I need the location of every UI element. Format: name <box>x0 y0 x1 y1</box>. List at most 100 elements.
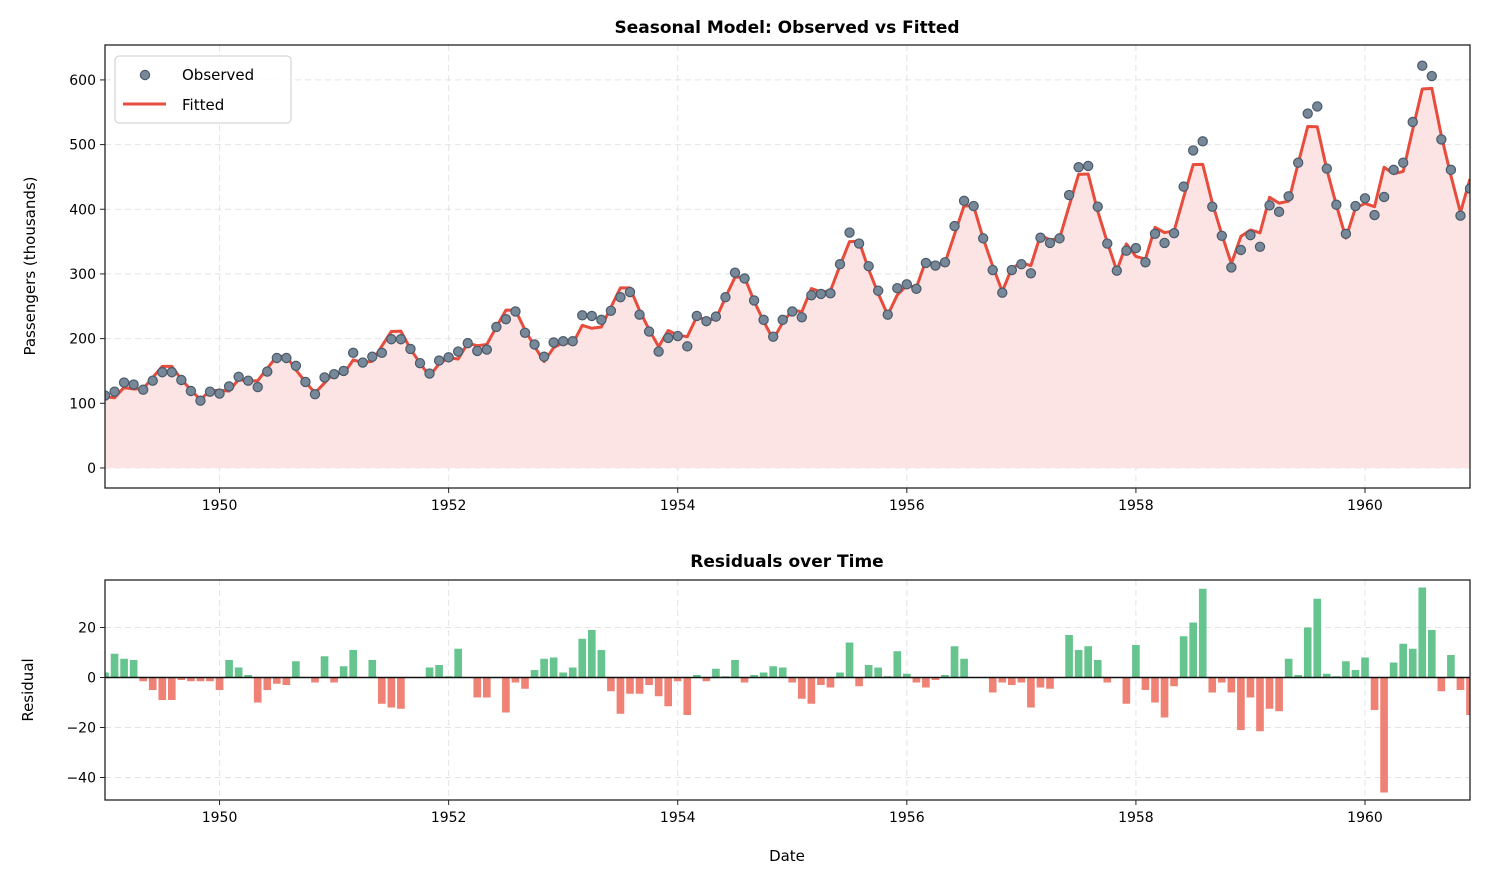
y-tick-label: 200 <box>69 332 96 348</box>
residual-bar <box>607 677 615 692</box>
residual-bar <box>148 677 157 690</box>
legend-observed-marker <box>139 69 151 81</box>
residual-bar <box>1342 661 1350 678</box>
residual-bar <box>1189 622 1197 678</box>
residual-bar <box>864 665 873 678</box>
observed-point <box>1187 145 1199 156</box>
observed-point <box>1025 268 1037 279</box>
residual-bar <box>234 667 243 678</box>
observed-point <box>1073 162 1084 173</box>
observed-point <box>1140 257 1151 268</box>
residual-bar <box>960 658 968 678</box>
plot-area <box>105 60 1470 468</box>
observed-point <box>519 327 531 338</box>
observed-point <box>147 375 158 386</box>
observed-point <box>472 345 483 357</box>
observed-point <box>1130 242 1142 254</box>
residual-bar <box>626 677 634 694</box>
observed-point <box>376 347 388 359</box>
observed-point <box>357 357 368 368</box>
observed-point <box>214 388 225 399</box>
observed-point <box>1388 164 1399 176</box>
residual-bar <box>1256 677 1264 732</box>
residual-bar <box>206 677 214 682</box>
observed-point <box>1235 244 1247 256</box>
observed-point <box>1350 200 1361 212</box>
y-tick-label: 0 <box>87 671 96 687</box>
top-plot-frame <box>104 44 1471 489</box>
residual-bar <box>263 677 272 690</box>
observed-point <box>1006 264 1018 276</box>
observed-point <box>433 355 445 366</box>
residual-bar <box>540 658 548 678</box>
x-tick-label: 1960 <box>1347 498 1383 514</box>
observed-point <box>481 344 493 355</box>
observed-point <box>777 314 788 326</box>
grid <box>105 580 1470 800</box>
observed-point <box>1149 228 1161 240</box>
observed-point <box>815 288 827 300</box>
residual-bar <box>1246 677 1255 698</box>
observed-point <box>242 375 254 386</box>
residual-bar <box>320 656 329 678</box>
residual-bar <box>807 677 816 704</box>
observed-point <box>596 314 607 326</box>
residual-bar <box>893 651 902 678</box>
residual-bar <box>778 667 787 678</box>
observed-point <box>1407 116 1418 128</box>
observed-point <box>1417 60 1428 71</box>
observed-point <box>414 357 426 369</box>
observed-point <box>787 306 798 317</box>
observed-point <box>1312 101 1323 112</box>
observed-point <box>1207 201 1218 212</box>
residual-bar <box>378 677 386 704</box>
residual-bar <box>1303 627 1312 678</box>
observed-point <box>347 347 359 359</box>
observed-point <box>176 374 187 386</box>
x-tick-label: 1958 <box>1118 498 1154 514</box>
residual-bar <box>740 677 749 683</box>
residual-bar <box>645 677 653 685</box>
observed-point <box>367 351 378 362</box>
observed-point <box>758 314 769 326</box>
bottom-plot-frame <box>104 579 1471 801</box>
observed-point <box>987 264 998 276</box>
observed-point <box>1321 163 1333 174</box>
observed-point <box>863 260 874 272</box>
observed-point <box>1226 262 1237 273</box>
residual-bar <box>712 668 720 678</box>
residual-bar <box>988 677 997 693</box>
residual-bar <box>473 677 482 698</box>
observed-point <box>1445 164 1457 176</box>
residual-bar <box>253 677 262 703</box>
residual-bar <box>998 677 1007 683</box>
residual-bar <box>387 677 396 708</box>
fitted-chart: Seasonal Model: Observed vs Fitted Passe… <box>21 18 1471 514</box>
residual-bar <box>731 660 739 678</box>
residual-bar <box>273 677 281 684</box>
residual-bar <box>1456 677 1465 690</box>
observed-point <box>634 309 645 320</box>
observed-point <box>1178 181 1189 192</box>
observed-point <box>1245 229 1256 241</box>
observed-point <box>1016 259 1027 270</box>
residual-bar <box>1284 658 1293 678</box>
observed-point <box>538 351 550 362</box>
y-tick-label: −20 <box>66 721 96 737</box>
observed-point <box>137 384 149 395</box>
residual-bar <box>215 677 224 690</box>
observed-point <box>195 395 206 406</box>
observed-point <box>882 309 893 320</box>
residual-bar <box>1227 677 1236 693</box>
x-tick-label: 1952 <box>431 810 467 826</box>
observed-point <box>109 386 120 397</box>
observed-point <box>529 339 540 350</box>
x-tick-label: 1954 <box>660 810 696 826</box>
observed-point <box>443 352 454 363</box>
y-tick-label: 20 <box>78 621 96 637</box>
residual-bar <box>1418 587 1427 678</box>
residual-bar <box>1389 662 1398 678</box>
residual-bar <box>683 677 692 715</box>
observed-point <box>939 257 951 268</box>
residual-bar <box>292 661 300 678</box>
